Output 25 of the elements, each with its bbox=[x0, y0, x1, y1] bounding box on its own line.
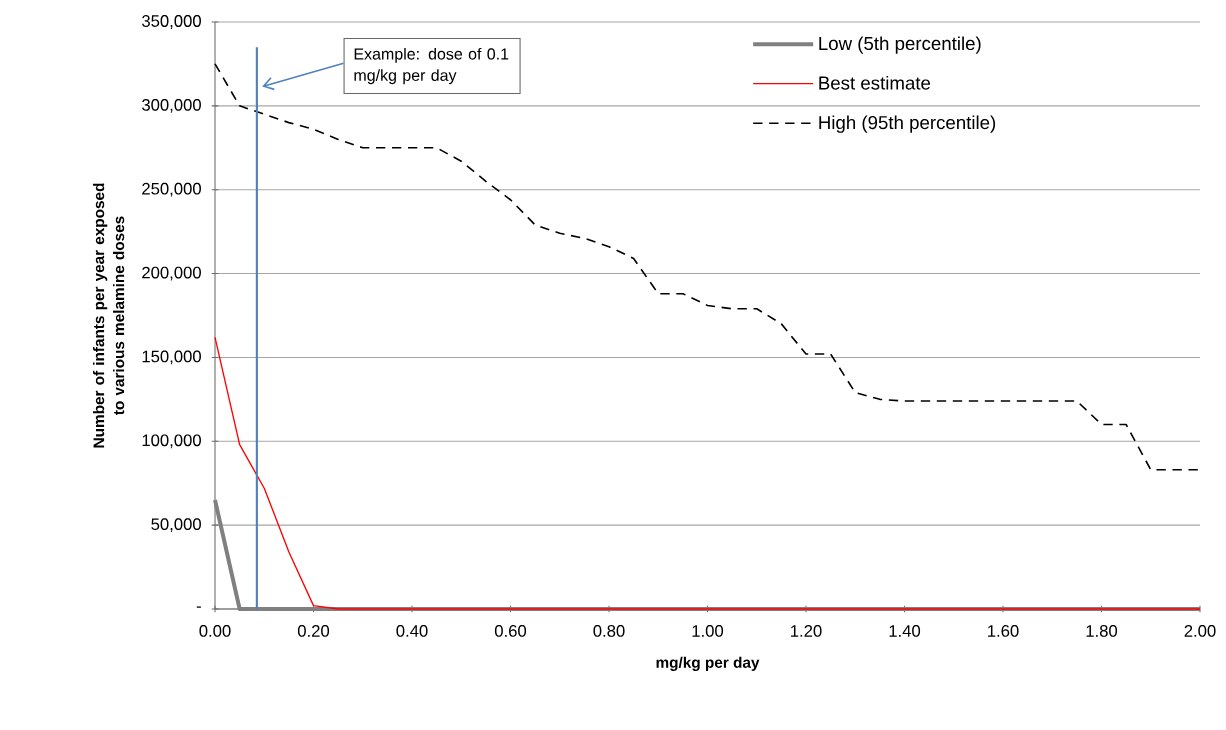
x-tick-label: 2.00 bbox=[1184, 625, 1216, 637]
x-tick-label: 1.40 bbox=[889, 625, 921, 637]
x-tick-label: 0.80 bbox=[593, 625, 625, 637]
y-tick-label: 250,000 bbox=[142, 182, 201, 197]
y-tick-label: 150,000 bbox=[142, 350, 201, 365]
y-tick-label: 200,000 bbox=[142, 266, 201, 281]
y-axis-title: Number of infants per year exposed to various melamine doses bbox=[92, 183, 125, 448]
ref-line-label: Example: dose of 0.1 mg/kg per day bbox=[354, 47, 509, 85]
x-tick-label: 0.40 bbox=[396, 625, 428, 637]
y-tick-label: 300,000 bbox=[142, 98, 201, 113]
legend-label: Low (5th percentile) bbox=[819, 36, 981, 54]
x-tick-label: 1.80 bbox=[1086, 625, 1118, 637]
x-tick-label: 0.20 bbox=[297, 625, 330, 637]
y-tick-label: - bbox=[196, 606, 201, 608]
x-tick-label: 1.20 bbox=[791, 625, 822, 637]
legend-label: Best estimate bbox=[819, 75, 931, 90]
x-tick-label: 1.00 bbox=[692, 625, 724, 637]
legend-label: High (95th percentile) bbox=[819, 115, 996, 133]
y-tick-label: 350,000 bbox=[142, 15, 201, 29]
y-tick-label: 50,000 bbox=[151, 518, 201, 533]
x-tick-label: 0.60 bbox=[494, 625, 527, 637]
x-tick-label: 0.00 bbox=[199, 625, 231, 637]
x-axis-title: mg/kg per day bbox=[656, 656, 760, 671]
x-tick-label: 1.60 bbox=[988, 625, 1019, 637]
y-tick-label: 100,000 bbox=[142, 434, 201, 449]
